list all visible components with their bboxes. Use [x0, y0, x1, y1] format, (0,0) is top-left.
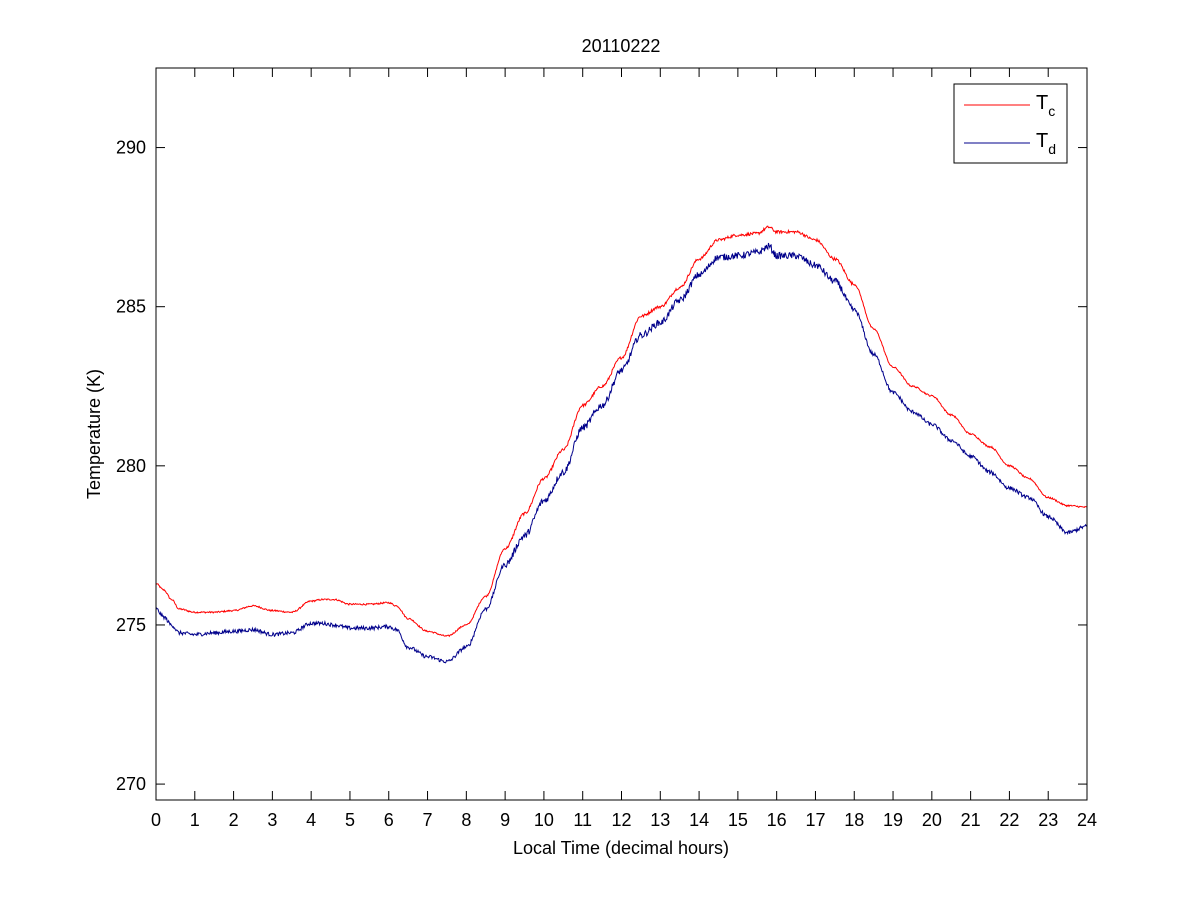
x-tick-label: 17 — [805, 810, 825, 830]
x-tick-label: 22 — [999, 810, 1019, 830]
x-tick-label: 23 — [1038, 810, 1058, 830]
x-tick-label: 16 — [767, 810, 787, 830]
x-tick-label: 19 — [883, 810, 903, 830]
legend-box — [953, 83, 1068, 164]
series-layer — [155, 225, 1088, 664]
x-tick-label: 9 — [500, 810, 510, 830]
series-line-td — [155, 242, 1088, 664]
x-tick-label: 12 — [611, 810, 631, 830]
y-tick-label: 290 — [116, 138, 146, 158]
series-line-tc — [155, 225, 1088, 638]
x-tick-label: 21 — [961, 810, 981, 830]
x-tick-label: 5 — [345, 810, 355, 830]
plot-area — [156, 68, 1087, 800]
legend-label-td: Td — [1036, 130, 1056, 157]
y-tick-label: 275 — [116, 615, 146, 635]
ticks-layer: 0 1 2 3 4 5 6 7 8 9 10 11 12 13 14 15 16 17 18 19 20 21 22 23 24… — [116, 68, 1097, 830]
x-axis-label: Local Time (decimal hours) — [513, 838, 729, 858]
x-tick-label: 13 — [650, 810, 670, 830]
x-tick-label: 2 — [229, 810, 239, 830]
y-tick-label: 285 — [116, 297, 146, 317]
x-tick-label: 10 — [534, 810, 554, 830]
x-tick-label: 4 — [306, 810, 316, 830]
x-tick-label: 1 — [190, 810, 200, 830]
y-tick-label: 280 — [116, 456, 146, 476]
chart-title: 20110222 — [582, 36, 661, 56]
x-tick-label: 14 — [689, 810, 709, 830]
x-tick-label: 0 — [151, 810, 161, 830]
x-tick-label: 3 — [267, 810, 277, 830]
x-tick-label: 11 — [573, 810, 592, 830]
y-tick-label: 270 — [116, 774, 146, 794]
x-tick-label: 20 — [922, 810, 942, 830]
x-tick-label: 24 — [1077, 810, 1097, 830]
x-tick-label: 7 — [423, 810, 433, 830]
x-tick-label: 8 — [461, 810, 471, 830]
legend: Tc Td — [953, 83, 1068, 164]
legend-label-tc: Tc — [1036, 92, 1055, 119]
x-tick-label: 6 — [384, 810, 394, 830]
y-axis-label: Temperature (K) — [84, 369, 104, 499]
x-tick-label: 15 — [728, 810, 748, 830]
x-tick-label: 18 — [844, 810, 864, 830]
